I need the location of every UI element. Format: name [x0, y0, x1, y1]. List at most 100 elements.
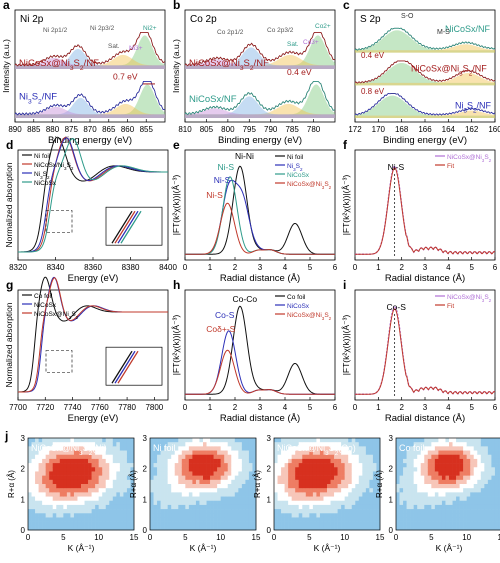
component-peak [185, 103, 335, 118]
map-cell [406, 492, 411, 497]
map-cell [334, 496, 338, 502]
map-cell [403, 463, 407, 468]
map-cell [372, 479, 377, 485]
map-cell [164, 450, 168, 456]
map-cell [95, 479, 99, 485]
map-cell [351, 463, 356, 468]
map-cell [56, 463, 61, 468]
map-cell [77, 454, 82, 460]
map-cell [403, 509, 407, 514]
map-cell [406, 509, 411, 514]
map-cell [88, 525, 92, 531]
y-tick-label: 2 [21, 465, 26, 474]
map-cell [45, 438, 50, 443]
map-cell [355, 500, 360, 506]
map-cell [403, 479, 407, 485]
map-cell [291, 438, 296, 443]
map-cell [410, 450, 414, 456]
map-cell [109, 509, 114, 514]
map-cell [213, 479, 218, 485]
map-cell [192, 525, 197, 531]
x-tick-label: 860 [121, 125, 135, 134]
map-cell [206, 496, 211, 502]
legend-entry: NiCoSx@Ni3S2 [447, 154, 492, 163]
map-cell [213, 525, 218, 531]
map-cell [351, 500, 356, 506]
map-cell [217, 488, 221, 493]
map-cell [112, 521, 117, 527]
map-cell [81, 513, 85, 518]
legend-entry: NiCoSx@Ni3S2 [34, 311, 79, 320]
map-cell [420, 513, 425, 518]
map-cell [241, 513, 246, 518]
map-cell [341, 446, 345, 451]
map-cell [38, 463, 43, 468]
map-cell [355, 463, 360, 468]
map-cell [157, 513, 161, 518]
map-cell [153, 442, 158, 447]
map-cell [334, 463, 338, 468]
map-cell [473, 471, 478, 476]
map-cell [323, 525, 328, 531]
map-cell [277, 496, 282, 502]
map-cell [49, 521, 54, 527]
map-cell [102, 446, 107, 451]
map-cell [420, 458, 425, 464]
map-cell [355, 488, 360, 493]
map-cell [344, 442, 349, 447]
panel-title: Co 2p [190, 14, 217, 25]
map-cell [52, 442, 57, 447]
map-cell [456, 496, 460, 502]
map-cell [52, 446, 57, 451]
map-cell [323, 488, 328, 493]
map-cell [491, 479, 496, 485]
map-cell [291, 517, 296, 522]
series-label: NiCoSx@Ni3S2/NF [411, 64, 487, 78]
map-cell [126, 513, 131, 518]
map-cell [434, 521, 439, 527]
map-cell [192, 517, 197, 522]
map-cell [234, 458, 239, 464]
map-cell [49, 500, 54, 506]
map-cell [452, 513, 457, 518]
map-cell [59, 450, 64, 456]
map-cell [449, 442, 453, 447]
map-cell [498, 446, 500, 451]
map-cell [274, 471, 278, 476]
map-cell [323, 521, 328, 527]
map-cell [291, 513, 296, 518]
map-cell [227, 517, 232, 522]
map-cell [174, 475, 179, 481]
map-cell [192, 479, 197, 485]
map-cell [217, 450, 221, 456]
map-cell [116, 504, 121, 510]
map-cell [376, 492, 381, 497]
map-cell [73, 471, 78, 476]
map-cell [66, 438, 71, 443]
map-cell [119, 471, 124, 476]
map-cell [234, 500, 239, 506]
component-peak [15, 57, 165, 69]
map-cell [28, 496, 32, 502]
map-cell [406, 467, 411, 472]
map-cell [410, 513, 414, 518]
map-cell [245, 454, 250, 460]
map-cell [81, 446, 85, 451]
map-cell [84, 471, 89, 476]
map-cell [234, 463, 239, 468]
map-cell [157, 504, 161, 510]
map-cell [431, 521, 436, 527]
map-cell [206, 467, 211, 472]
map-cell [157, 454, 161, 460]
map-cell [217, 484, 221, 489]
map-cell [227, 454, 232, 460]
x-tick-label: 5 [307, 533, 312, 542]
map-cell [372, 513, 377, 518]
map-cell [362, 463, 367, 468]
map-cell [498, 458, 500, 464]
map-cell [399, 504, 404, 510]
map-cell [420, 484, 425, 489]
peak-annotation: Co 2p1/2 [217, 29, 244, 36]
